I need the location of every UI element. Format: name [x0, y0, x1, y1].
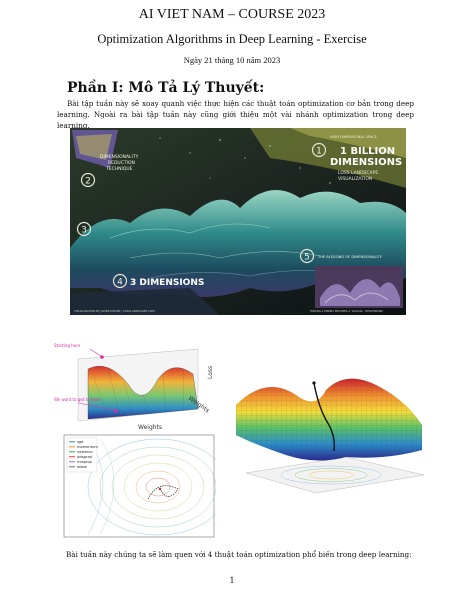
badge-2-label: 2 [85, 177, 91, 187]
start-point-icon [100, 355, 104, 359]
dimred-line1: DIMENSIONALITY [100, 154, 139, 160]
document-title: AI VIET NAM – COURSE 2023 [138, 7, 326, 22]
badge-5-label: 5 [304, 253, 310, 263]
dimred-line2: REDUCTION [108, 160, 135, 166]
legend-entry: rmsprop [77, 460, 93, 464]
section-heading: Phần I: Mô Tả Lý Thuyết: [67, 80, 265, 96]
infographic-footer-right: FINDING A MINIMA BECOMES A 'LOGICAL' 'DE… [310, 309, 384, 313]
goal-point-icon [114, 409, 118, 413]
optimizer-figure-left: Starting here We want to get to here Los… [48, 339, 216, 538]
high-dim-label: HIGH DIMENSIONAL SPACE [330, 135, 377, 139]
bottom-paragraph: Bài tuần này chúng ta sẽ làm quen với 4 … [66, 550, 412, 559]
badge-5-icon [299, 248, 315, 264]
three-dimensions-label: 3 DIMENSIONS [130, 278, 204, 288]
legend-entry: nesterov [77, 450, 94, 454]
badge-1-icon [311, 142, 327, 158]
loss-landscape-infographic: 1 1 BILLION DIMENSIONS LOSS LANDSCAPE VI… [70, 128, 406, 315]
infographic-credit: VISUALIZATION BY JAVIER IDEAMI | LOSSLAN… [74, 309, 155, 313]
badge-3-icon [76, 221, 92, 237]
badge-3-label: 3 [81, 226, 87, 236]
big-title-line2: DIMENSIONS [330, 157, 402, 168]
blessing-label: THE BLESSING OF DIMENSIONALITY [317, 255, 383, 259]
weights-bottom-label: Weights [138, 424, 162, 431]
legend-entry: adam [77, 465, 88, 469]
document-date: Ngày 21 tháng 10 năm 2023 [183, 55, 281, 65]
dimred-line3: TECHNIQUE [105, 166, 133, 172]
loss-surface-figure-right [236, 378, 425, 494]
badge-4-icon [112, 273, 128, 289]
document-subtitle: Optimization Algorithms in Deep Learning… [97, 32, 367, 46]
badge-1-label: 1 [316, 147, 322, 157]
section-paragraph: Bài tập tuần này sẽ xoay quanh việc thực… [57, 99, 414, 130]
big-title-line1: 1 BILLION [340, 146, 395, 157]
goal-label: We want to get to here [54, 397, 101, 402]
page-number: 1 [229, 576, 235, 585]
legend-entry: momentum [77, 445, 98, 449]
badge-4-label: 4 [117, 278, 123, 288]
starting-here-label: Starting here [54, 343, 81, 348]
loss-axis-label: Loss [207, 366, 214, 379]
subtitle-line2: VISUALIZATION [338, 176, 372, 182]
legend-entry: adagrad [77, 455, 92, 459]
legend-entry: sgd [77, 440, 83, 444]
badge-2-icon [80, 172, 96, 188]
subtitle-line1: LOSS LANDSCAPE [338, 170, 378, 176]
